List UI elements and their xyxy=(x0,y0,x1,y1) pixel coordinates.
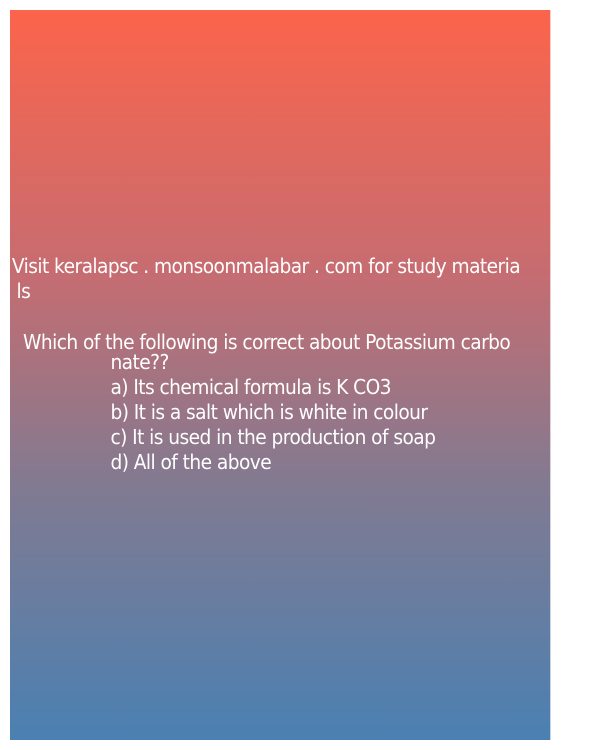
site-banner: Visit keralapsc . monsoonmalabar . com f… xyxy=(12,254,589,304)
banner-line-1: Visit keralapsc . monsoonmalabar . com f… xyxy=(11,254,521,278)
option-a: a) Its chemical formula is K CO3 xyxy=(110,375,391,399)
banner-line-2: ls xyxy=(16,279,31,303)
answer-options: a) Its chemical formula is K CO3 b) It i… xyxy=(110,375,436,475)
question-line-1: Which of the following is correct about … xyxy=(23,330,511,354)
question-line-2: nate?? xyxy=(110,350,169,374)
option-c: c) It is used in the production of soap xyxy=(110,425,436,449)
quiz-card: Visit keralapsc . monsoonmalabar . com f… xyxy=(10,10,551,740)
option-b: b) It is a salt which is white in colour xyxy=(110,400,428,424)
option-d: d) All of the above xyxy=(110,450,272,474)
question-text: Which of the following is correct about … xyxy=(23,330,600,375)
